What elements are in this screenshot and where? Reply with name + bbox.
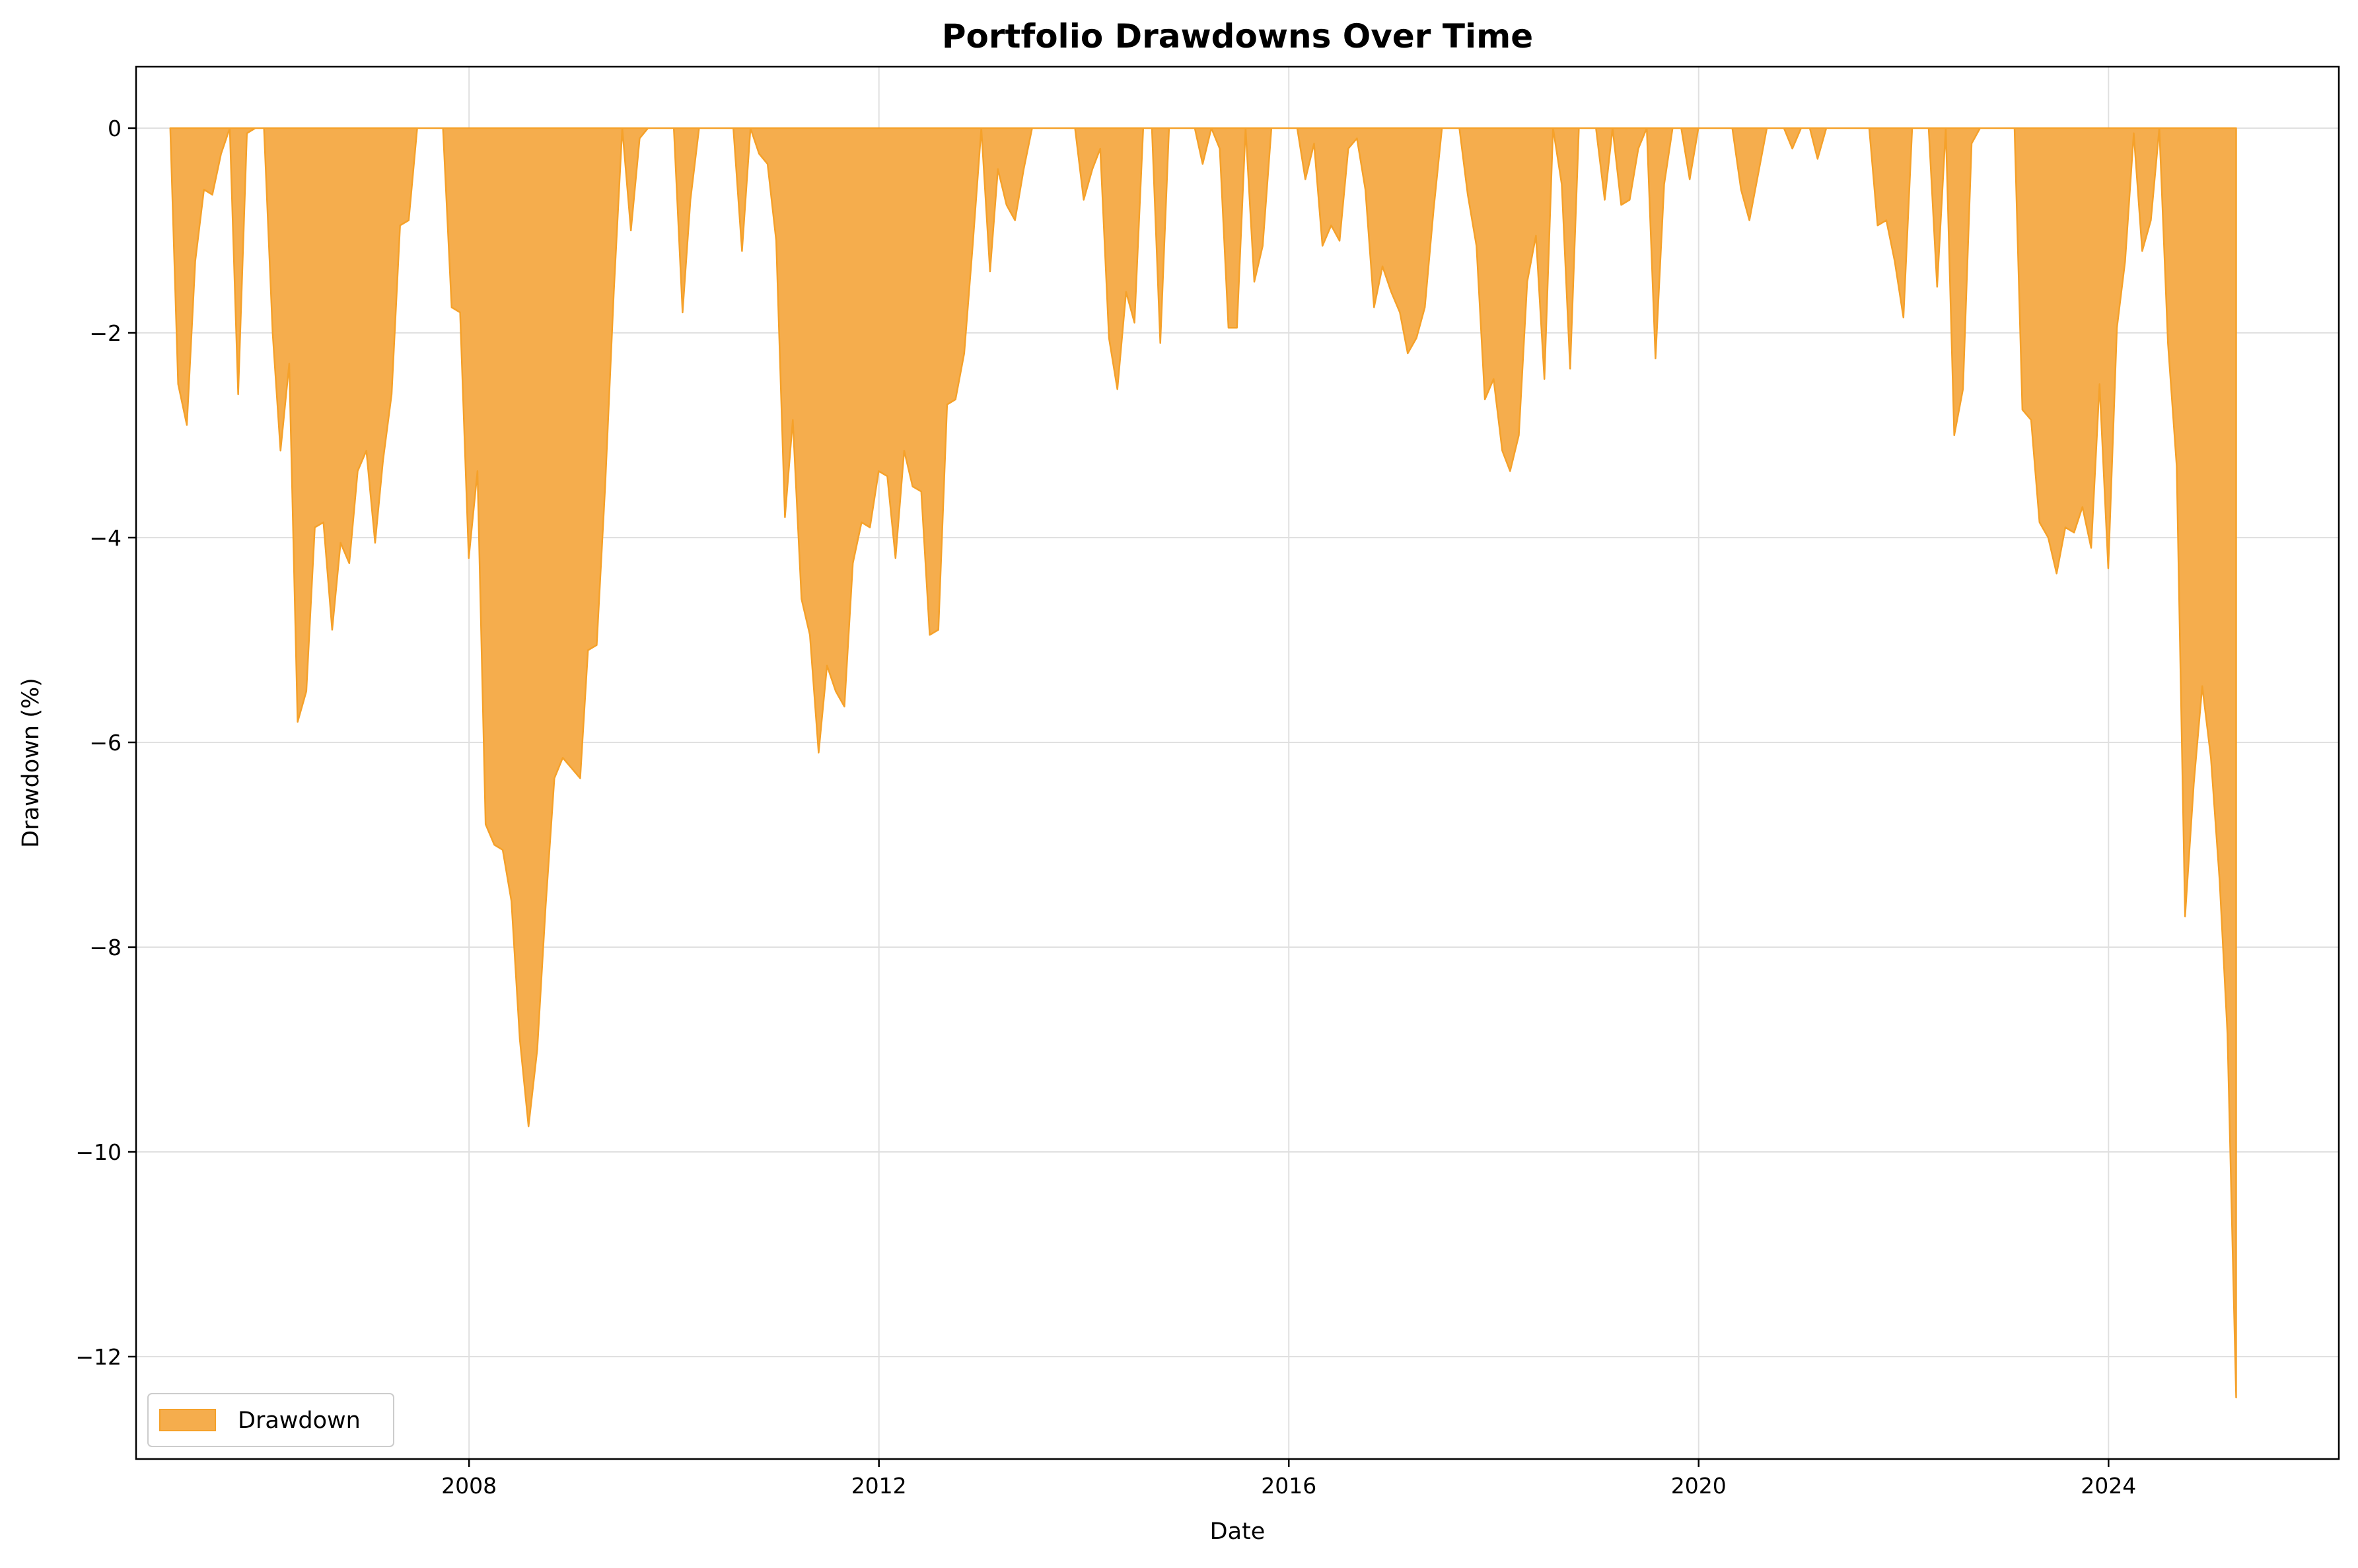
y-tick-label: −12 xyxy=(75,1344,122,1370)
y-tick-label: −4 xyxy=(89,525,122,551)
legend-swatch xyxy=(159,1409,216,1431)
legend-label: Drawdown xyxy=(238,1408,361,1434)
drawdown-area xyxy=(169,127,2237,1399)
x-tick-label: 2024 xyxy=(2081,1473,2136,1499)
legend: Drawdown xyxy=(147,1393,394,1447)
x-tick-label: 2008 xyxy=(441,1473,497,1499)
y-tick-label: −2 xyxy=(89,320,122,346)
x-tick-label: 2012 xyxy=(851,1473,907,1499)
series-layer xyxy=(169,127,2237,1399)
y-tick-label: 0 xyxy=(108,116,122,141)
x-axis-ticks: 2008 2012 2016 2020 2024 xyxy=(441,1459,2136,1499)
y-axis-ticks: 0 −2 −4 −6 −8 −10 −12 xyxy=(75,116,136,1370)
y-tick-label: −6 xyxy=(89,730,122,756)
chart-title: Portfolio Drawdowns Over Time xyxy=(942,17,1533,55)
x-tick-label: 2016 xyxy=(1261,1473,1316,1499)
legend-box xyxy=(147,1393,394,1447)
plot-frame xyxy=(135,65,2340,1460)
y-axis-label: Drawdown (%) xyxy=(18,678,44,848)
x-tick-label: 2020 xyxy=(1671,1473,1727,1499)
y-tick-label: −8 xyxy=(89,935,122,960)
x-axis-label: Date xyxy=(1210,1518,1266,1545)
y-tick-label: −10 xyxy=(75,1139,122,1165)
